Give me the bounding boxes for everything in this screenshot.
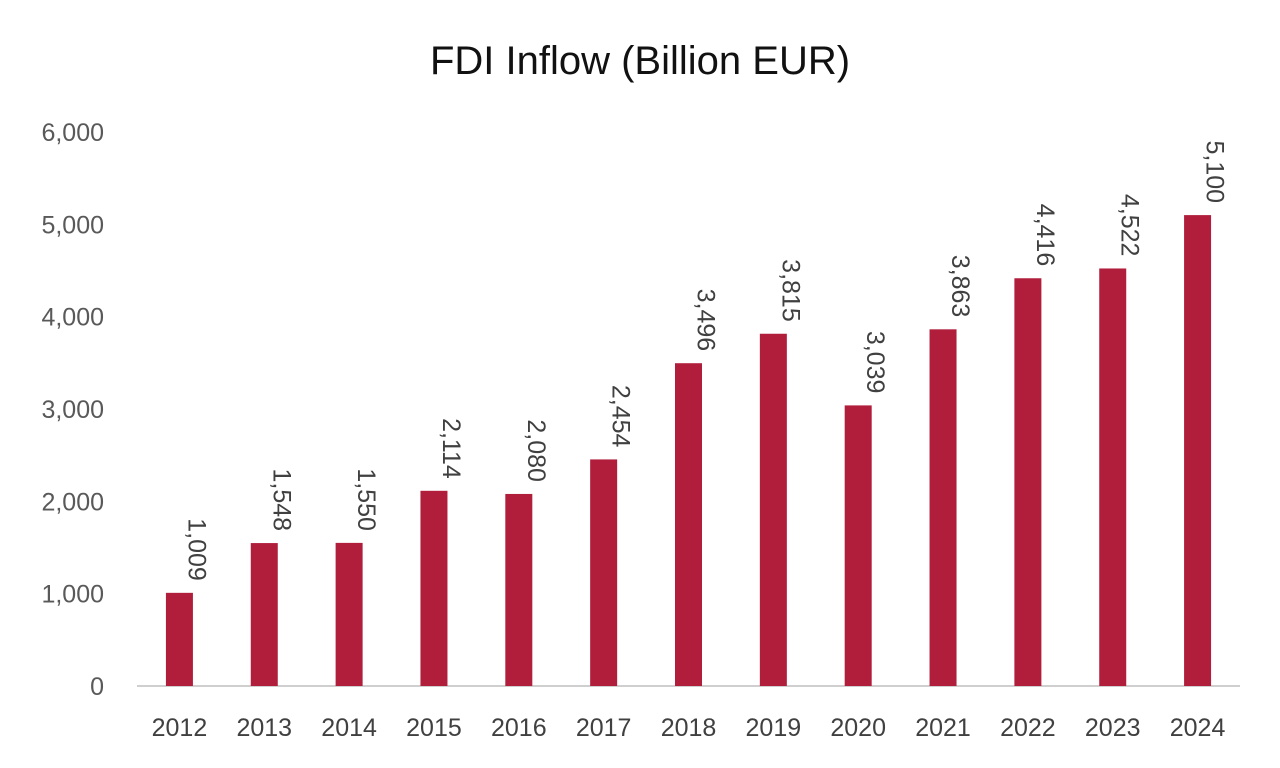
x-tick-label: 2017 <box>576 714 632 742</box>
data-label: 1,550 <box>352 468 380 531</box>
x-tick-label: 2019 <box>746 714 802 742</box>
y-tick-label: 0 <box>90 673 104 701</box>
bar <box>250 543 278 686</box>
bars <box>165 215 1212 686</box>
x-tick-label: 2023 <box>1085 714 1141 742</box>
x-tick-label: 2015 <box>406 714 462 742</box>
data-label: 1,548 <box>267 469 295 532</box>
bar <box>420 490 448 686</box>
x-tick-label: 2014 <box>321 714 377 742</box>
bar <box>929 329 957 686</box>
bar <box>335 542 363 686</box>
data-label: 3,863 <box>946 255 974 318</box>
y-tick-label: 5,000 <box>41 211 104 239</box>
data-label: 3,039 <box>861 331 889 394</box>
y-axis-ticks: 0 1,000 2,000 3,000 4,000 5,000 6,000 <box>41 119 104 701</box>
x-tick-label: 2021 <box>915 714 971 742</box>
bar <box>1099 268 1127 686</box>
bar <box>165 592 193 686</box>
bar <box>675 363 702 686</box>
bar <box>590 459 618 686</box>
chart-title: FDI Inflow (Billion EUR) <box>430 39 850 83</box>
y-tick-label: 1,000 <box>41 581 104 609</box>
data-label: 3,815 <box>776 259 804 322</box>
data-label: 3,496 <box>692 289 720 352</box>
x-tick-label: 2013 <box>236 714 292 742</box>
y-tick-label: 3,000 <box>41 396 104 424</box>
bar <box>505 493 533 686</box>
x-tick-label: 2024 <box>1170 714 1226 742</box>
data-label: 2,454 <box>607 385 635 448</box>
data-label: 4,522 <box>1116 194 1144 257</box>
x-tick-label: 2018 <box>661 714 717 742</box>
y-tick-label: 4,000 <box>41 304 104 332</box>
data-label: 1,009 <box>182 518 210 581</box>
data-label: 2,080 <box>522 419 550 482</box>
data-label: 5,100 <box>1201 141 1229 204</box>
y-tick-label: 6,000 <box>41 119 104 147</box>
bar <box>1014 278 1042 686</box>
bar <box>759 333 787 686</box>
bar <box>844 405 872 686</box>
x-tick-label: 2020 <box>830 714 886 742</box>
bar <box>1184 215 1212 686</box>
x-tick-label: 2022 <box>1000 714 1056 742</box>
x-tick-label: 2016 <box>491 714 547 742</box>
x-tick-label: 2012 <box>152 714 208 742</box>
data-label: 4,416 <box>1031 204 1059 267</box>
x-axis-ticks: 2012 2013 2014 2015 2016 2017 2018 2019 2020 2021… <box>152 714 1226 742</box>
y-tick-label: 2,000 <box>41 488 104 516</box>
data-label: 2,114 <box>437 418 465 479</box>
data-labels: 1,009 1,548 1,550 2,114 2,080 2,454 3,496 3,815… <box>182 141 1228 581</box>
